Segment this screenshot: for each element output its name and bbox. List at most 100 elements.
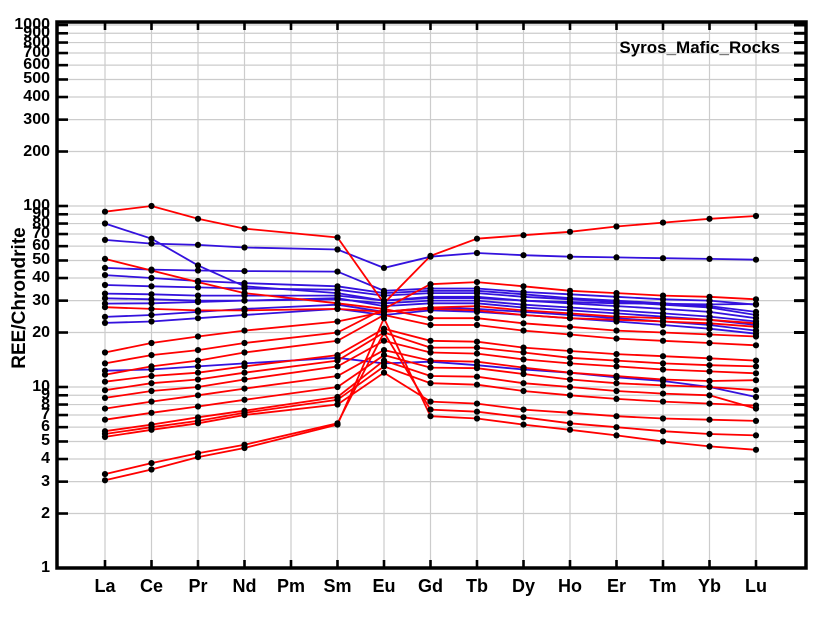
data-point — [706, 325, 713, 332]
data-point — [334, 268, 341, 275]
data-point — [473, 415, 481, 422]
data-point — [101, 236, 109, 243]
series-line — [104, 371, 757, 438]
data-point — [194, 454, 202, 461]
data-point — [334, 295, 341, 302]
data-point — [334, 337, 341, 344]
y-tick-label: 500 — [23, 70, 50, 88]
data-point — [380, 300, 388, 307]
data-point — [752, 342, 760, 349]
y-tick-label: 400 — [23, 88, 50, 106]
series-line — [104, 258, 757, 310]
data-point — [613, 380, 620, 387]
data-point — [148, 291, 155, 298]
data-point — [520, 387, 527, 395]
data-point — [566, 426, 574, 433]
series-line — [104, 356, 757, 398]
data-point — [334, 383, 341, 391]
data-point — [659, 305, 667, 312]
data-point — [706, 443, 713, 450]
data-point — [148, 398, 155, 405]
x-tick-label: Pm — [276, 576, 305, 596]
data-point — [520, 327, 527, 334]
data-point — [566, 392, 574, 399]
x-tick-label: Eu — [372, 576, 396, 596]
y-tick-label: 100 — [23, 197, 50, 214]
data-point — [427, 305, 434, 312]
data-point — [613, 290, 620, 297]
data-point — [752, 333, 760, 340]
data-point — [752, 387, 760, 394]
data-point — [334, 300, 341, 307]
data-point — [194, 403, 202, 410]
x-tick-label: Lu — [745, 576, 767, 596]
data-point — [752, 212, 760, 220]
data-point — [101, 264, 109, 271]
data-point — [706, 355, 713, 362]
data-point — [241, 369, 248, 376]
data-point — [241, 290, 248, 297]
data-point — [334, 305, 341, 312]
data-point — [706, 308, 713, 315]
data-point — [520, 311, 527, 319]
data-point — [334, 318, 341, 325]
data-point — [334, 352, 341, 359]
data-point — [566, 331, 574, 338]
data-point — [334, 396, 341, 403]
data-point — [101, 394, 109, 401]
x-tick-label: Gd — [418, 576, 443, 596]
data-point — [241, 349, 248, 356]
data-point — [706, 331, 713, 338]
data-point — [752, 432, 760, 439]
data-point — [473, 338, 481, 345]
x-tick-label: Pr — [188, 576, 208, 596]
data-point — [613, 316, 620, 323]
data-point — [101, 290, 109, 297]
data-point — [473, 249, 481, 257]
series-line — [104, 239, 757, 269]
data-point — [752, 393, 760, 401]
data-point — [101, 295, 109, 302]
data-point — [752, 363, 760, 370]
data-point — [427, 406, 434, 413]
data-point — [101, 433, 109, 440]
data-point — [473, 373, 481, 380]
x-tick-label: Dy — [511, 576, 535, 596]
data-point — [706, 392, 713, 399]
data-point — [148, 426, 155, 433]
data-point — [148, 466, 155, 473]
data-point — [101, 313, 109, 320]
x-tick-label: La — [94, 576, 116, 596]
y-tick-label: 5 — [41, 432, 50, 450]
data-point — [241, 268, 248, 275]
data-point — [566, 360, 574, 367]
data-point — [520, 307, 527, 314]
y-tick-label: 4 — [41, 450, 50, 468]
data-point — [752, 296, 760, 303]
series-line — [104, 205, 757, 305]
plot-frame — [55, 20, 808, 570]
series-line — [104, 284, 757, 316]
data-point — [659, 219, 667, 226]
data-point — [148, 460, 155, 467]
data-point — [194, 357, 202, 364]
data-point — [520, 320, 527, 327]
data-point — [566, 323, 574, 330]
series-line — [104, 297, 757, 323]
data-point — [706, 368, 713, 375]
data-point — [380, 347, 388, 354]
data-point — [334, 401, 341, 408]
data-point — [659, 329, 667, 336]
data-point — [520, 283, 527, 290]
y-tick-label: 3 — [41, 472, 50, 490]
x-tick-label: Tm — [649, 576, 677, 596]
data-point — [613, 372, 620, 380]
data-point — [427, 413, 434, 420]
data-point — [473, 321, 481, 329]
data-point — [706, 362, 713, 369]
data-point — [473, 315, 481, 322]
data-point — [241, 297, 248, 304]
data-point — [194, 392, 202, 399]
data-point — [659, 366, 667, 373]
data-point — [194, 279, 202, 286]
